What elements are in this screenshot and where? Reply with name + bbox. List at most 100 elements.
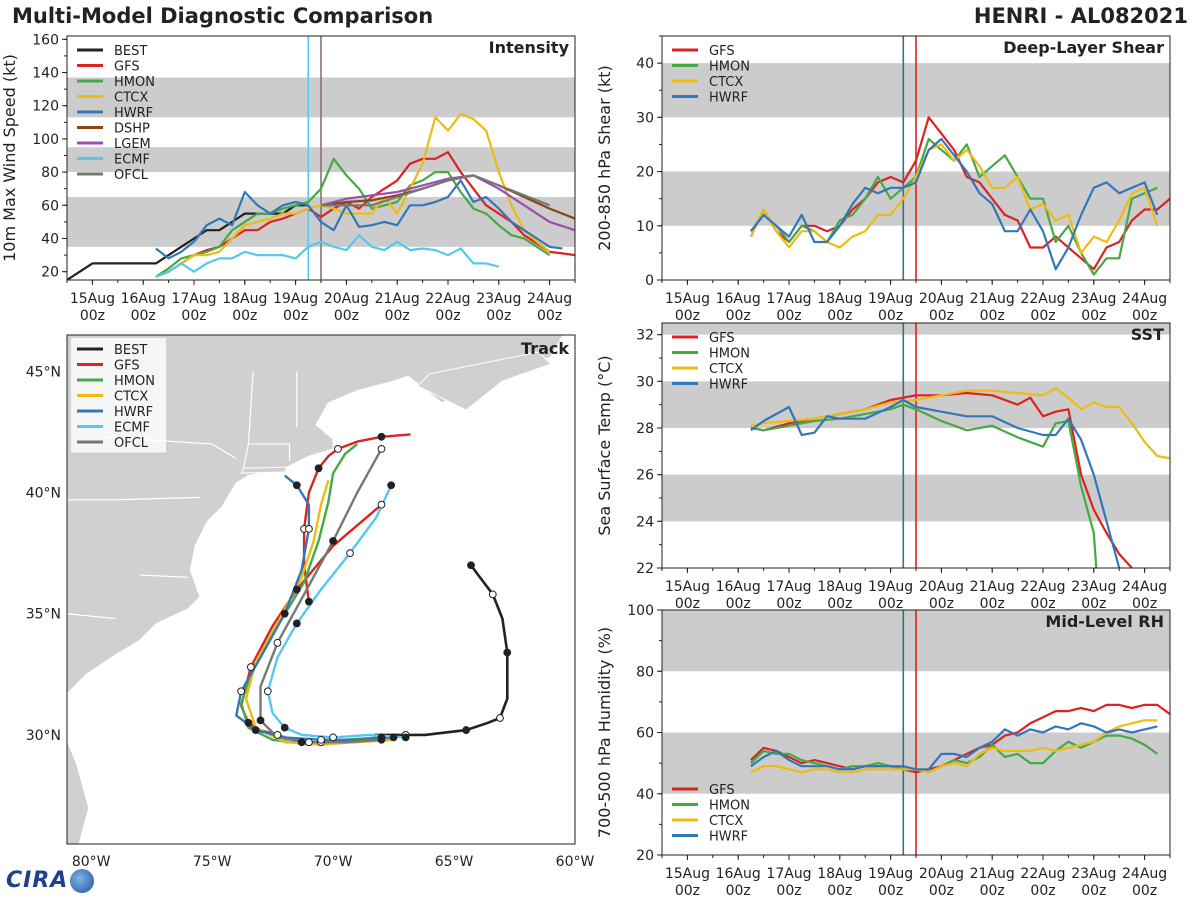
series-line-gfs (155, 151, 575, 278)
track-point-gfs (246, 663, 255, 671)
x-tick-label: 00z (776, 596, 801, 612)
legend-label-hmon: HMON (709, 347, 750, 362)
x-tick-label: 00z (1081, 308, 1106, 324)
legend-label-hmon: HMON (114, 75, 155, 90)
track-point-gfs (292, 585, 301, 594)
legend-label-hmon: HMON (114, 374, 155, 389)
x-tick-label: 21Aug (970, 291, 1015, 307)
series-line-hmon (155, 157, 551, 278)
y-tick-label: 28 (636, 421, 654, 437)
x-tick-label: 00z (929, 883, 954, 899)
x-tick-label: 20Aug (919, 579, 964, 595)
track-point-best (496, 714, 504, 722)
track-point-gfs-north (334, 445, 342, 453)
track-point-hwrf (251, 726, 260, 734)
x-tick-label: 00z (980, 308, 1005, 324)
x-tick-label: 00z (726, 308, 751, 324)
panel-title: SST (1131, 325, 1164, 344)
lat-tick-label: 45°N (26, 364, 61, 380)
track-point-gfs (377, 500, 386, 509)
y-axis-label: Sea Surface Temp (°C) (595, 355, 614, 535)
panel-track: 80°W 75°W 70°W 65°W 60°W 30°N 35°N 40°N 45°N Trac… (26, 334, 595, 870)
x-tick-label: 17Aug (766, 579, 811, 595)
series-line-hmon (750, 403, 1098, 568)
page-title: Multi-Model Diagnostic Comparison (12, 4, 434, 28)
lon-tick-label: 60°W (556, 854, 595, 870)
x-tick-label: 00z (878, 308, 903, 324)
x-tick-label: 00z (232, 308, 257, 324)
track-point-gfs-north (377, 432, 386, 441)
legend-label-ctcx: CTCX (709, 75, 743, 90)
track-point-ecmf (263, 687, 272, 696)
track-point-gfs (297, 738, 306, 747)
track-point-ofcl (273, 638, 282, 647)
x-tick-label: 16Aug (716, 291, 761, 307)
track-line-ctcx (244, 480, 394, 746)
track-point-hwrf (237, 687, 246, 696)
nova-scotia (416, 351, 552, 411)
legend-label-ecmf: ECMF (114, 153, 150, 168)
y-tick-label: 100 (32, 132, 59, 148)
legend-label-best: BEST (114, 44, 147, 59)
x-tick-label: 00z (929, 308, 954, 324)
track-point-ecmf (387, 481, 396, 490)
x-tick-label: 15Aug (665, 866, 710, 882)
series-line-best (67, 204, 309, 280)
x-tick-label: 00z (675, 596, 700, 612)
track-line-gfs-north (302, 433, 411, 602)
x-tick-label: 00z (1030, 883, 1055, 899)
track-point-hwrf (280, 609, 289, 618)
y-tick-label: 10 (636, 219, 654, 235)
x-tick-label: 20Aug (919, 866, 964, 882)
x-tick-label: 00z (1081, 883, 1106, 899)
x-tick-label: 23Aug (476, 291, 521, 307)
legend-label-ctcx: CTCX (709, 814, 743, 829)
x-tick-label: 00z (1030, 596, 1055, 612)
x-tick-label: 23Aug (1071, 579, 1116, 595)
series-line-ctcx (750, 387, 1170, 460)
track-point-best (488, 590, 497, 599)
x-tick-label: 00z (1132, 883, 1157, 899)
x-tick-label: 22Aug (1020, 866, 1065, 882)
y-tick-label: 100 (627, 603, 654, 619)
y-tick-label: 120 (32, 99, 59, 115)
border-line (139, 574, 188, 578)
x-tick-label: 22Aug (1020, 579, 1065, 595)
track-point-hwrf (317, 735, 325, 744)
x-tick-label: 00z (283, 308, 308, 324)
x-tick-label: 22Aug (425, 291, 470, 307)
legend-label-gfs: GFS (709, 44, 735, 59)
x-tick-label: 00z (1132, 308, 1157, 324)
x-tick-label: 23Aug (1071, 291, 1116, 307)
legend-label-hmon: HMON (709, 60, 750, 75)
lon-tick-label: 75°W (193, 854, 232, 870)
cira-logo: CIRA (6, 868, 95, 893)
track-point-hwrf (389, 733, 398, 742)
x-tick-label: 00z (181, 308, 206, 324)
track-point-ecmf (329, 733, 337, 742)
x-tick-label: 00z (980, 596, 1005, 612)
y-tick-label: 22 (636, 561, 654, 577)
legend-label-hwrf: HWRF (709, 378, 748, 393)
lon-tick-label: 80°W (72, 854, 111, 870)
track-point-gfs (244, 718, 253, 727)
x-tick-label: 00z (776, 883, 801, 899)
legend-label-ctcx: CTCX (114, 390, 148, 405)
track-line-hwrf (235, 474, 394, 741)
y-tick-label: 40 (41, 232, 59, 248)
x-tick-label: 00z (929, 596, 954, 612)
border-line (67, 613, 116, 620)
panel-title: Intensity (489, 38, 570, 57)
y-tick-label: 20 (41, 265, 59, 281)
legend-label-gfs: GFS (114, 359, 140, 374)
track-point-ofcl (377, 445, 386, 453)
legend-label-gfs: GFS (709, 783, 735, 798)
track-point-ofcl (329, 537, 337, 545)
y-tick-label: 80 (41, 165, 59, 181)
x-tick-label: 24Aug (1122, 866, 1167, 882)
x-tick-label: 00z (435, 308, 460, 324)
y-tick-label: 140 (32, 66, 59, 82)
legend-label-hwrf: HWRF (114, 405, 153, 420)
